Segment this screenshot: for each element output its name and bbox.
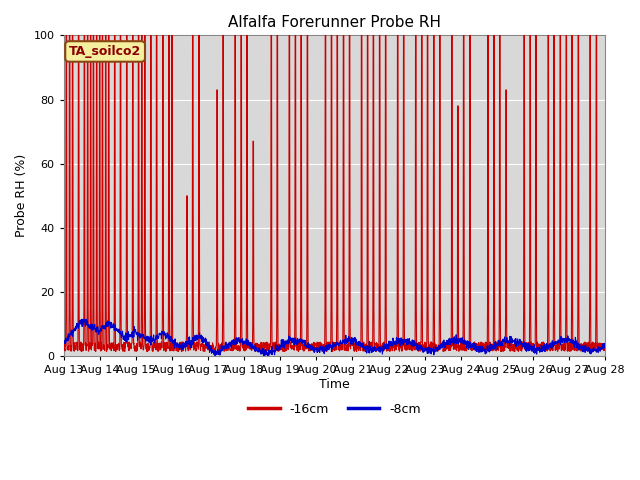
Y-axis label: Probe RH (%): Probe RH (%) — [15, 154, 28, 238]
Text: TA_soilco2: TA_soilco2 — [69, 45, 141, 58]
X-axis label: Time: Time — [319, 378, 350, 391]
Legend: -16cm, -8cm: -16cm, -8cm — [243, 398, 426, 420]
Title: Alfalfa Forerunner Probe RH: Alfalfa Forerunner Probe RH — [228, 15, 441, 30]
